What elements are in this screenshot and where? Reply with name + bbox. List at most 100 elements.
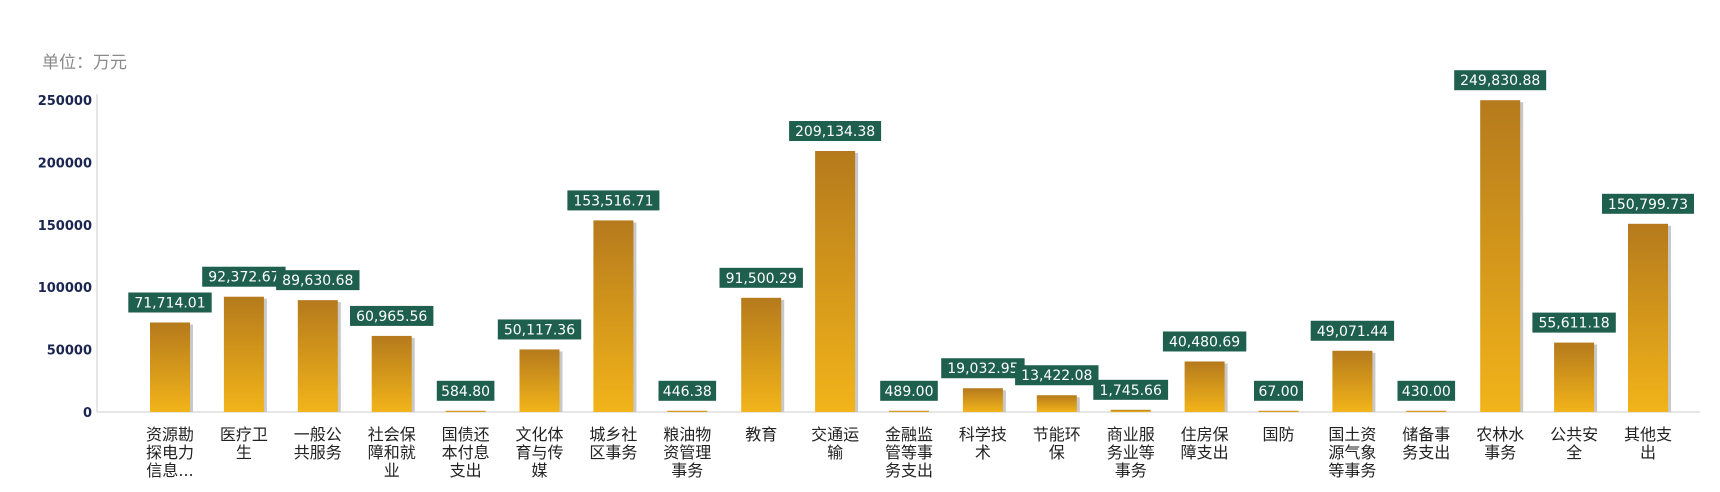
category-label-line: 障和就 [368, 443, 416, 462]
category-label-line: 支出 [450, 461, 482, 480]
bar[interactable] [150, 322, 190, 412]
category-label-line: 生 [236, 443, 252, 462]
category-label-line: 文化体 [515, 425, 563, 444]
data-label: 249,830.88 [1460, 73, 1540, 89]
data-label-box [789, 121, 882, 142]
bar[interactable] [1628, 223, 1668, 412]
category-label: 文化体育与传媒 [515, 425, 563, 480]
data-label: 71,714.01 [134, 296, 205, 312]
category-label-line: 农林水 [1476, 425, 1524, 444]
data-label-box [941, 358, 1025, 379]
bar[interactable] [223, 296, 264, 412]
category-label-line: 探电力 [146, 443, 194, 462]
category-label: 国债还本付息支出 [442, 425, 490, 480]
bar[interactable] [741, 297, 782, 412]
data-label: 150,799.73 [1608, 197, 1688, 213]
bar[interactable] [1406, 410, 1447, 412]
bar[interactable] [667, 410, 708, 412]
data-label: 209,134.38 [795, 124, 875, 140]
data-label-box [567, 190, 660, 211]
data-label-box [128, 292, 212, 313]
data-label-box [719, 267, 803, 288]
category-label: 城乡社区事务 [589, 425, 637, 462]
category-label: 科学技术 [959, 425, 1007, 462]
data-label-box [436, 380, 495, 401]
category-label-line: 事务 [1484, 443, 1516, 462]
category-label: 公共安全 [1550, 425, 1598, 462]
category-label: 国土资源气象等事务 [1328, 425, 1376, 480]
category-label-line: 国土资 [1328, 425, 1376, 444]
data-label: 50,117.36 [504, 322, 575, 338]
bar[interactable] [1036, 395, 1077, 412]
data-label: 584.80 [441, 384, 490, 400]
data-label: 19,032.95 [947, 361, 1018, 377]
category-label-line: 区事务 [589, 443, 637, 462]
category-label-line: 本付息 [442, 443, 490, 462]
bar[interactable] [371, 335, 412, 412]
bar[interactable] [445, 410, 486, 412]
data-label: 91,500.29 [726, 271, 797, 287]
category-label-line: 事务 [1115, 461, 1147, 480]
category-label: 节能环保 [1033, 425, 1081, 462]
category-label-line: 金融监 [885, 425, 933, 444]
data-label-box [658, 380, 717, 401]
category-label-line: 输 [827, 443, 843, 462]
category-label: 资源勘探电力信息... [146, 425, 194, 480]
category-label-line: 管等事 [885, 443, 933, 462]
category-label-line: 国债还 [442, 425, 490, 444]
bar[interactable] [297, 300, 338, 412]
data-label: 489.00 [885, 384, 934, 400]
unit-label: 单位：万元 [42, 53, 127, 73]
bar[interactable] [889, 410, 929, 412]
category-label: 住房保障支出 [1181, 425, 1229, 462]
data-label: 89,630.68 [282, 273, 353, 289]
y-tick-label: 200000 [38, 156, 92, 171]
category-label: 教育 [745, 425, 777, 444]
data-label-box [276, 270, 360, 291]
data-label-box [1093, 379, 1169, 400]
bar[interactable] [962, 388, 1003, 412]
data-label: 430.00 [1402, 384, 1451, 400]
category-label-line: 务支出 [885, 461, 933, 480]
data-label-box [1162, 331, 1247, 352]
category-label-line: 国防 [1262, 425, 1294, 444]
data-label: 67.00 [1258, 384, 1298, 400]
category-label: 农林水事务 [1476, 425, 1524, 462]
data-label-box [1015, 365, 1099, 386]
bar[interactable] [1110, 409, 1151, 412]
bar[interactable] [1184, 361, 1225, 412]
category-label-line: 科学技 [959, 425, 1007, 444]
data-label: 13,422.08 [1021, 368, 1092, 384]
category-label-line: 务业等 [1107, 443, 1155, 462]
category-label: 储备事务支出 [1402, 425, 1450, 462]
bar[interactable] [1554, 342, 1595, 412]
category-label: 粮油物资管理事务 [663, 425, 711, 480]
data-label-box [1310, 320, 1395, 341]
bar[interactable] [1480, 100, 1521, 412]
bar[interactable] [815, 151, 856, 412]
bar[interactable] [1258, 410, 1299, 412]
data-label: 446.38 [663, 384, 712, 400]
bar[interactable] [593, 220, 634, 412]
category-label-line: 其他支 [1624, 425, 1672, 444]
data-label-box [1532, 312, 1616, 333]
category-label-line: 一般公 [294, 425, 342, 444]
y-tick-label: 250000 [38, 94, 92, 109]
category-label-line: 等事务 [1328, 461, 1376, 480]
category-label-line: 储备事 [1402, 425, 1450, 444]
data-label-box [1602, 193, 1694, 214]
data-label: 55,611.18 [1538, 316, 1609, 332]
category-label: 商业服务业等事务 [1107, 425, 1155, 480]
data-label: 60,965.56 [356, 309, 427, 325]
category-label-line: 教育 [745, 425, 777, 444]
category-label-line: 源气象 [1328, 443, 1376, 462]
category-label-line: 信息... [146, 461, 193, 480]
data-label-box [202, 266, 286, 287]
bar[interactable] [519, 349, 560, 412]
bar[interactable] [1332, 350, 1373, 412]
category-label: 其他支出 [1624, 425, 1672, 462]
data-label: 40,480.69 [1169, 334, 1240, 350]
category-label-line: 出 [1640, 443, 1656, 462]
data-label-box [350, 305, 434, 326]
